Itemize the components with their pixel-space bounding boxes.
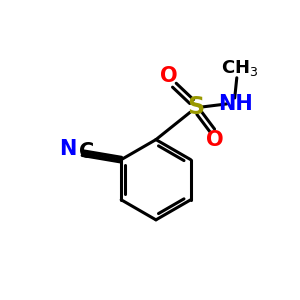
Text: O: O xyxy=(160,66,177,86)
Text: C: C xyxy=(80,142,94,162)
Text: N: N xyxy=(59,139,76,159)
Text: O: O xyxy=(206,130,223,151)
Text: CH$_3$: CH$_3$ xyxy=(221,58,259,78)
Text: S: S xyxy=(188,95,205,119)
Text: NH: NH xyxy=(218,94,253,114)
